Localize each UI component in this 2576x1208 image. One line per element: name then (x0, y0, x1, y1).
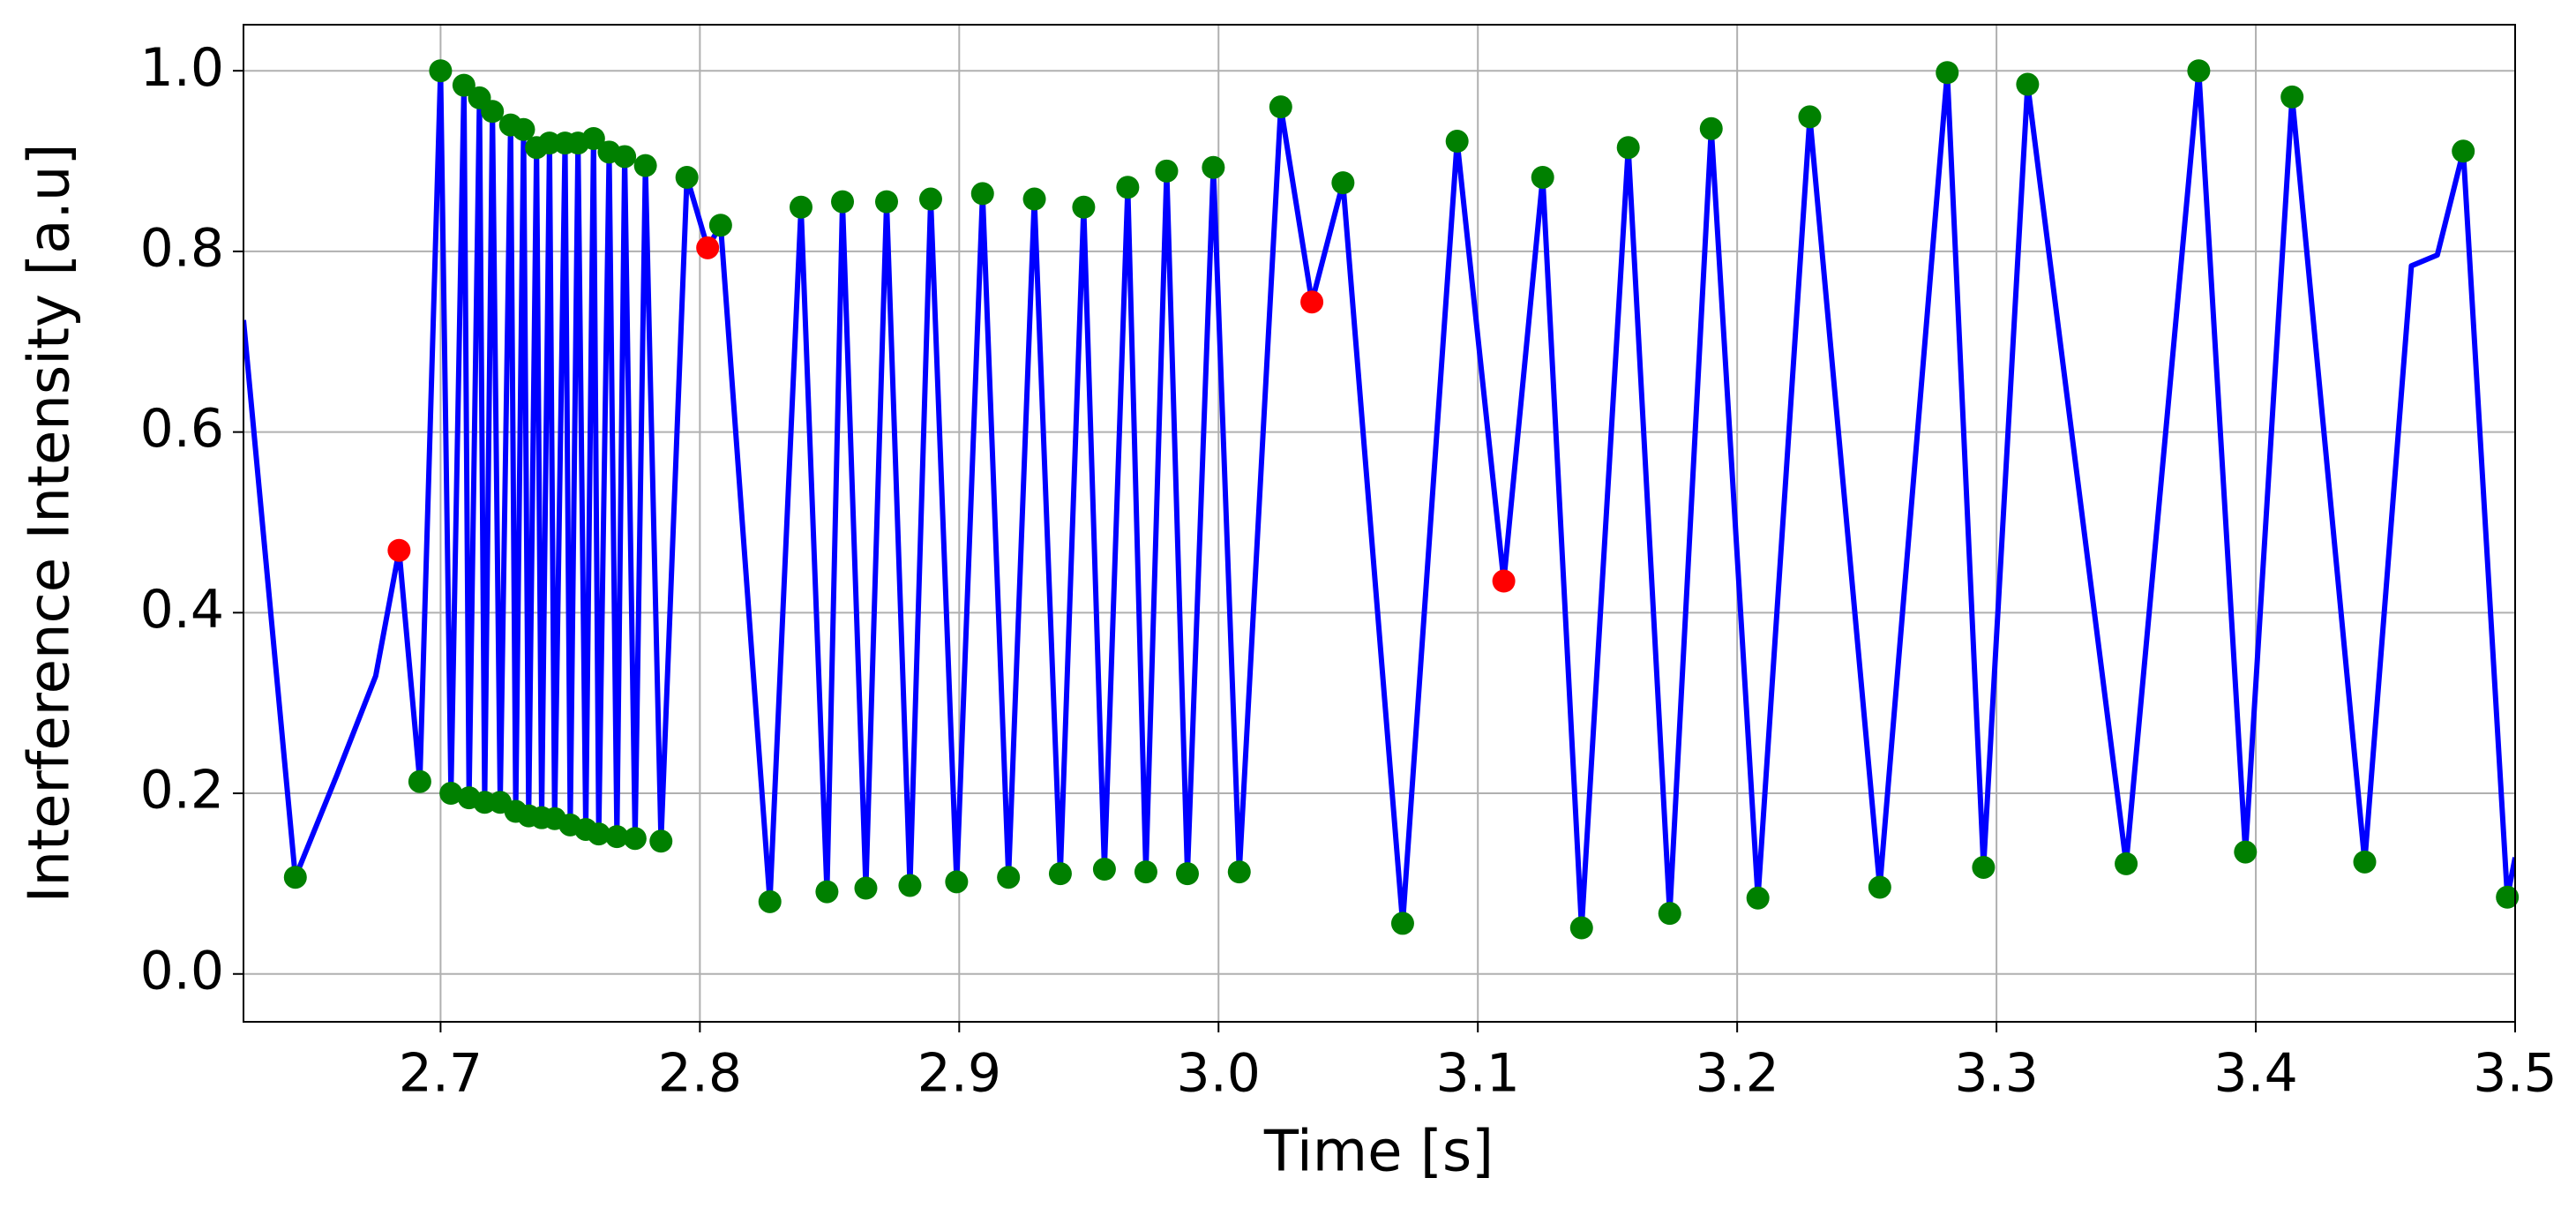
x-tick-label: 3.1 (1435, 1043, 1519, 1105)
data-point (898, 874, 922, 897)
data-point (283, 866, 307, 889)
x-tick-label: 3.4 (2213, 1043, 2297, 1105)
data-point (1022, 187, 1046, 211)
data-point (1746, 886, 1770, 910)
x-axis-label: Time [s] (1263, 1120, 1494, 1185)
y-tick-label: 0.4 (140, 579, 224, 641)
data-point (854, 876, 878, 900)
data-point (2115, 852, 2138, 875)
data-point (997, 866, 1021, 889)
data-point (649, 829, 673, 853)
data-point (708, 214, 732, 237)
data-point (1936, 61, 1959, 85)
data-point (587, 822, 610, 846)
data-point (2353, 850, 2377, 874)
data-point (1972, 855, 1996, 879)
y-tick-label: 0.2 (140, 760, 224, 822)
y-axis-label: Interference Intensity [a.u] (18, 144, 83, 904)
y-tick-label: 0.6 (140, 398, 224, 460)
x-tick-label: 3.0 (1177, 1043, 1261, 1105)
data-point (1331, 171, 1355, 195)
data-point (1445, 130, 1469, 154)
data-point (408, 769, 431, 793)
data-point (1269, 95, 1292, 119)
x-tick-label: 2.7 (399, 1043, 483, 1105)
data-point (439, 782, 463, 806)
data-point (1175, 862, 1199, 886)
data-point (1699, 116, 1723, 140)
data-point (1227, 860, 1251, 884)
data-point (815, 880, 839, 904)
data-point (581, 126, 605, 150)
data-point (675, 165, 699, 189)
data-point (1116, 176, 1140, 199)
x-tick-label: 3.3 (1954, 1043, 2038, 1105)
data-point (1300, 290, 1324, 314)
data-point (623, 827, 647, 851)
y-tick-label: 0.0 (140, 940, 224, 1002)
data-point (1155, 159, 1179, 183)
data-point (512, 117, 535, 141)
data-point (1658, 902, 1681, 926)
data-point (758, 889, 782, 913)
data-point (633, 154, 657, 177)
data-point (1072, 195, 1096, 219)
data-point (1048, 862, 1072, 886)
data-point (1569, 916, 1593, 940)
data-point (831, 190, 855, 214)
data-point (1868, 875, 1891, 899)
data-point (918, 187, 942, 211)
data-point (429, 59, 453, 83)
data-point (452, 73, 476, 97)
x-tick-label: 3.2 (1695, 1043, 1778, 1105)
data-point (2452, 139, 2475, 163)
data-point (1202, 155, 1225, 179)
data-point (2234, 840, 2258, 864)
data-point (1616, 136, 1640, 160)
data-point (1092, 858, 1116, 882)
y-tick-label: 0.8 (140, 218, 224, 280)
data-point (1531, 165, 1554, 189)
data-point (2187, 59, 2211, 83)
plot-frame (243, 24, 2516, 1023)
x-tick-label: 3.5 (2473, 1043, 2557, 1105)
data-point (789, 195, 812, 219)
data-point (1134, 860, 1157, 884)
x-tick-label: 2.9 (917, 1043, 1001, 1105)
data-point (481, 100, 505, 124)
x-tick-label: 2.8 (658, 1043, 742, 1105)
data-point (2280, 85, 2304, 109)
data-point (1492, 569, 1516, 593)
data-point (945, 870, 969, 894)
data-point (1798, 105, 1822, 129)
data-point (387, 538, 411, 562)
y-tick-label: 1.0 (140, 37, 224, 99)
data-point (2016, 72, 2040, 96)
data-point (970, 182, 994, 206)
data-point (613, 145, 637, 169)
data-point (2496, 885, 2520, 909)
data-point (1390, 912, 1414, 935)
data-point (874, 190, 898, 214)
data-point (696, 236, 720, 259)
data-point (605, 825, 629, 849)
